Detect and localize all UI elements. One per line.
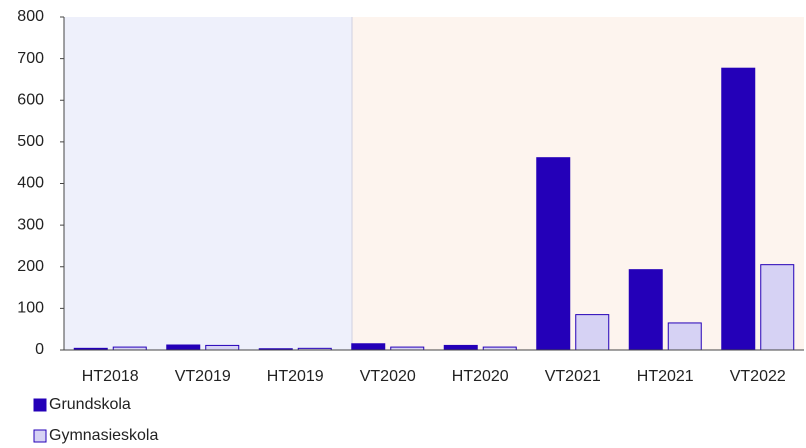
bar (443, 344, 478, 351)
x-tick-label: HT2019 (267, 368, 324, 385)
period-background (64, 17, 352, 350)
bar (575, 314, 610, 351)
legend-label: Grundskola (49, 396, 131, 413)
y-tick-label: 500 (17, 133, 44, 150)
y-tick-label: 800 (17, 8, 44, 25)
x-tick-label: VT2020 (360, 368, 416, 385)
legend-swatch (33, 398, 47, 412)
legend-label: Gymnasieskola (49, 427, 158, 444)
bar (166, 344, 201, 351)
y-tick-label: 200 (17, 258, 44, 275)
bar (351, 343, 386, 351)
x-tick-label: VT2022 (730, 368, 786, 385)
bar (205, 344, 240, 351)
bar (536, 157, 571, 351)
legend-swatch (33, 429, 47, 443)
y-tick-label: 600 (17, 91, 44, 108)
x-tick-label: HT2020 (452, 368, 509, 385)
y-tick-label: 400 (17, 175, 44, 192)
x-tick-label: VT2019 (175, 368, 231, 385)
y-tick-label: 700 (17, 50, 44, 67)
y-tick-label: 100 (17, 300, 44, 317)
bar (667, 322, 702, 351)
bar (628, 269, 663, 351)
x-tick-label: HT2018 (82, 368, 139, 385)
bar (721, 67, 756, 351)
y-tick-label: 0 (35, 341, 44, 358)
y-tick-label: 300 (17, 216, 44, 233)
x-tick-label: VT2021 (545, 368, 601, 385)
x-tick-label: HT2021 (637, 368, 694, 385)
bar (760, 264, 795, 351)
